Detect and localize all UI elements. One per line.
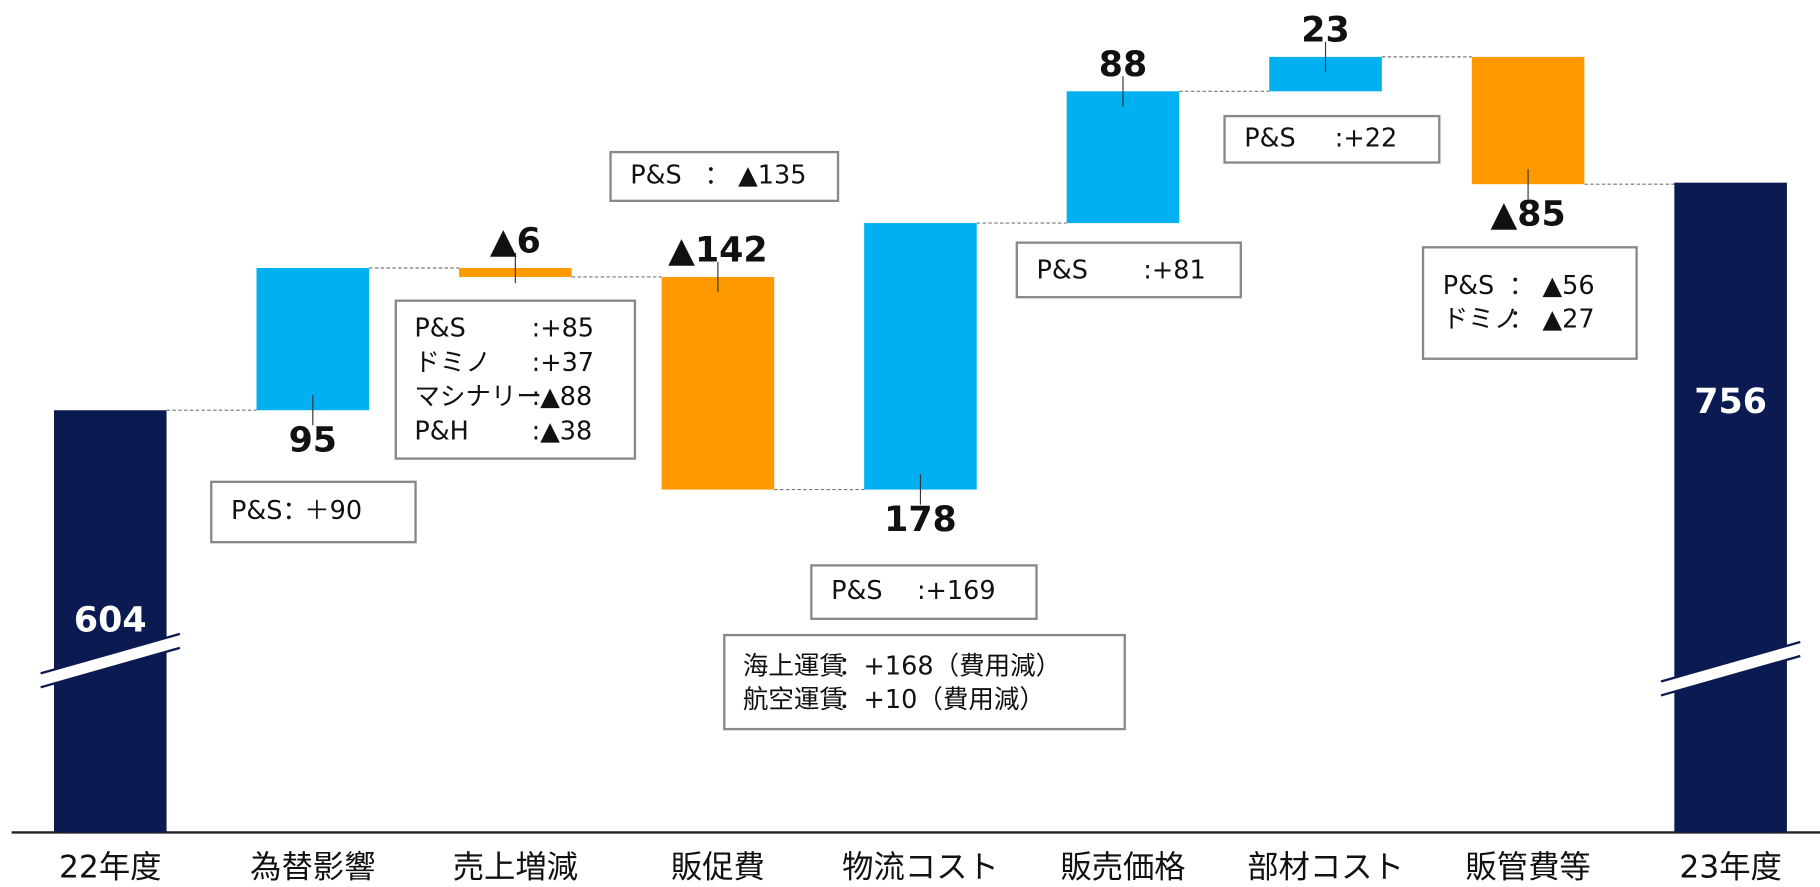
bar: [864, 223, 977, 490]
annotation-text: P&S: [1244, 123, 1295, 153]
annotation-text: P&S：: [231, 496, 308, 526]
bar: [1471, 56, 1585, 185]
x-tick-label: 販管費等: [1465, 849, 1590, 885]
annotation-text: ドミノ: [414, 348, 491, 378]
x-tick-label: 部材コスト: [1247, 849, 1404, 885]
annotation-box: [1015, 241, 1242, 299]
axis-break-line: [1660, 640, 1801, 683]
annotation-text: 海上運賃: [743, 652, 845, 682]
annotation-text: ドミノ: [1443, 304, 1520, 334]
annotation-text: P&S: [1443, 271, 1494, 301]
bar: [53, 410, 167, 833]
x-tick-label: 為替影響: [250, 849, 375, 885]
value-label: 756: [1694, 382, 1767, 422]
annotation-box: [723, 633, 1126, 731]
annotation-box: [810, 564, 1038, 620]
annotation-text: :+169: [917, 576, 996, 606]
value-label: ▲85: [1490, 194, 1565, 234]
annotation-text: :+22: [1335, 123, 1397, 153]
annotation-text: :+85: [532, 314, 594, 344]
bar: [1066, 91, 1180, 224]
axis-break-line: [40, 646, 181, 689]
value-label: 178: [884, 500, 957, 540]
annotation-text: :+81: [1143, 256, 1205, 286]
annotation-box: [1223, 114, 1441, 164]
annotation-text: P&S: [831, 576, 882, 606]
annotation-text: :▲88: [532, 382, 593, 412]
value-label: 23: [1301, 10, 1349, 50]
annotation-text: ：+10（費用減）: [838, 685, 1045, 715]
annotation-box: [609, 150, 840, 203]
axis-break-line: [1660, 654, 1801, 697]
annotation-box: [1421, 246, 1638, 360]
bar: [256, 267, 370, 411]
annotation-text: :▲38: [532, 416, 593, 446]
x-tick-label: 販売価格: [1060, 849, 1185, 885]
annotation-text: マシナリー: [414, 382, 542, 412]
value-label: 604: [74, 600, 147, 640]
x-tick-label: 物流コスト: [842, 849, 999, 885]
value-label: ▲6: [490, 221, 541, 261]
annotation-box: [394, 299, 637, 460]
annotation-text: ： ▲56: [1509, 271, 1595, 301]
x-tick-label: 販促費: [671, 849, 765, 885]
axis-break-line: [40, 632, 181, 675]
annotation-text: ： ▲27: [1509, 304, 1595, 334]
x-tick-label: 22年度: [59, 849, 162, 885]
annotation-text: P&H: [414, 416, 468, 446]
bar: [1674, 182, 1787, 833]
value-label: 88: [1099, 45, 1147, 85]
annotation-text: ： ▲135: [705, 160, 807, 190]
annotation-text: ：+168（費用減）: [838, 652, 1061, 682]
annotation-box: [210, 480, 417, 544]
bar: [661, 276, 775, 490]
annotation-text: 航空運賃: [743, 685, 845, 715]
value-label: 95: [289, 421, 337, 461]
annotation-text: ＋90: [304, 496, 362, 526]
annotation-text: P&S: [414, 314, 465, 344]
value-label: ▲142: [668, 230, 767, 270]
annotation-text: P&S: [1037, 256, 1088, 286]
x-tick-label: 23年度: [1679, 849, 1782, 885]
annotation-text: P&S: [630, 160, 681, 190]
annotation-text: :+37: [532, 348, 594, 378]
axis-break: [1660, 642, 1801, 696]
axis-break: [40, 633, 180, 688]
x-tick-label: 売上増減: [453, 849, 578, 885]
